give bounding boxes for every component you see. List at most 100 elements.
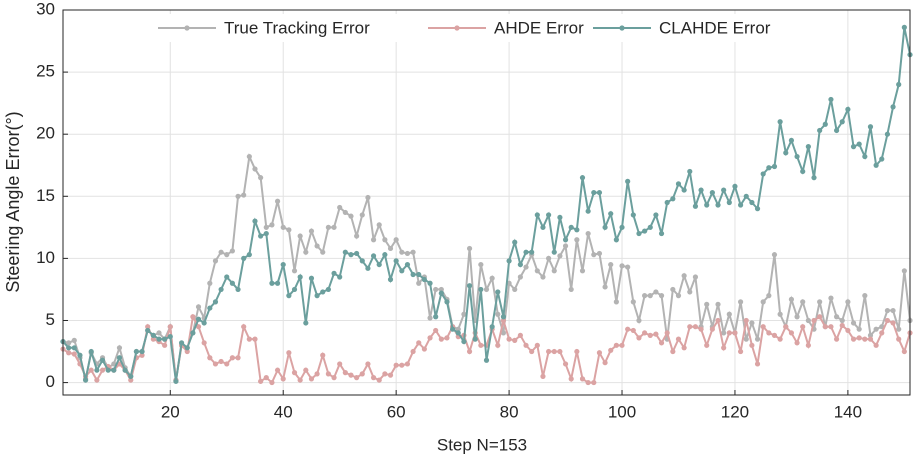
point [376, 222, 382, 228]
point [529, 249, 535, 255]
point [337, 361, 343, 367]
point [596, 350, 603, 356]
point [427, 315, 433, 321]
point [218, 249, 224, 255]
point [630, 327, 636, 334]
point [568, 286, 574, 293]
point [833, 314, 840, 320]
point [828, 324, 834, 330]
point [822, 324, 828, 330]
point [444, 335, 450, 341]
point [308, 275, 315, 281]
point [845, 327, 851, 334]
point [145, 324, 151, 330]
point [399, 249, 405, 255]
point [839, 317, 845, 324]
point [495, 311, 501, 317]
point [455, 326, 461, 332]
point [658, 293, 665, 299]
point [66, 345, 72, 351]
point [647, 224, 653, 230]
point [235, 355, 241, 361]
point [489, 324, 495, 330]
point [749, 320, 755, 326]
point [805, 317, 811, 324]
point [517, 261, 523, 268]
point [585, 230, 591, 237]
point [557, 348, 563, 355]
point [297, 233, 303, 239]
point [743, 193, 749, 199]
point [286, 227, 292, 233]
x-axis-label: Step N=153 [437, 435, 527, 454]
point [828, 96, 834, 103]
point [839, 119, 845, 125]
point [862, 293, 868, 299]
point [788, 330, 795, 336]
point [139, 348, 145, 355]
point [478, 286, 484, 293]
point [280, 261, 286, 268]
point [754, 206, 761, 212]
point [156, 336, 162, 342]
point [66, 350, 72, 356]
point [828, 295, 834, 301]
point [483, 357, 490, 363]
point [263, 375, 269, 381]
point [805, 342, 811, 348]
point [726, 199, 732, 206]
point [726, 311, 732, 317]
point [890, 320, 896, 326]
point [224, 361, 230, 367]
point [404, 250, 411, 257]
point [512, 337, 518, 343]
point [303, 367, 309, 373]
point [642, 330, 648, 336]
point [636, 335, 642, 341]
point [274, 198, 281, 204]
point [749, 342, 755, 348]
point [105, 367, 111, 373]
point [150, 336, 156, 342]
point [224, 252, 230, 258]
point [416, 271, 422, 278]
point [325, 286, 331, 293]
point [562, 243, 569, 249]
point [427, 280, 433, 286]
point [783, 150, 789, 156]
point [331, 375, 337, 381]
point [647, 293, 653, 299]
point [568, 376, 574, 382]
point [325, 371, 331, 377]
point [342, 249, 348, 255]
point [845, 106, 851, 112]
point [308, 228, 315, 234]
point [506, 336, 512, 342]
point [461, 311, 467, 317]
point [896, 326, 902, 332]
point [732, 330, 738, 336]
point [777, 336, 783, 342]
point [850, 144, 857, 150]
point [246, 153, 252, 160]
point [218, 286, 224, 293]
point [625, 178, 631, 184]
point [551, 268, 557, 274]
point [466, 283, 473, 289]
point [212, 258, 219, 264]
point [850, 320, 857, 326]
point [495, 289, 501, 295]
point [128, 373, 134, 379]
point [783, 324, 789, 330]
point [879, 330, 885, 336]
point [867, 336, 874, 342]
point [574, 348, 580, 355]
point [602, 224, 608, 230]
legend-marker [454, 25, 460, 31]
point [320, 249, 326, 255]
point [642, 293, 648, 299]
point [274, 367, 281, 373]
point [805, 144, 811, 150]
point [235, 286, 241, 293]
point [642, 228, 648, 234]
